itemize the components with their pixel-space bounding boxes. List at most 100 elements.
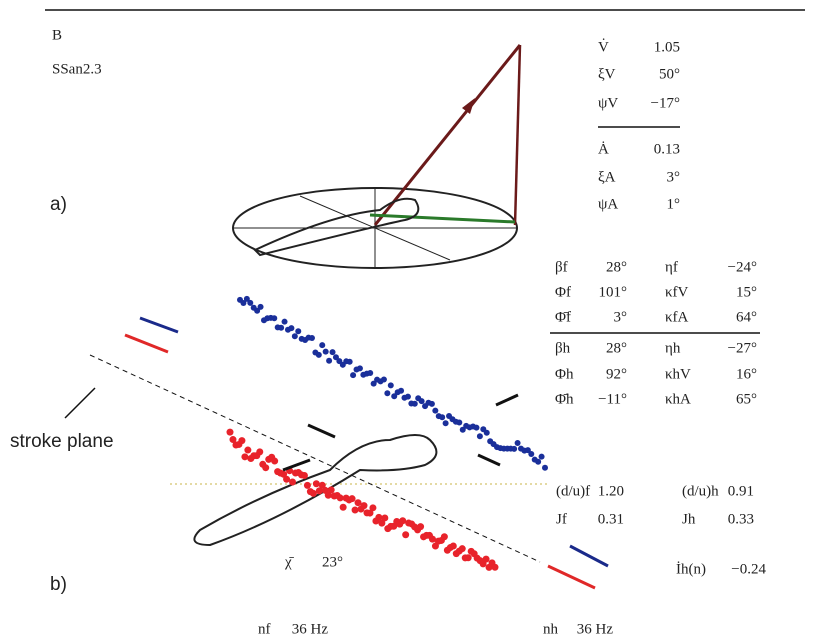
dot bbox=[295, 328, 301, 334]
dot bbox=[244, 447, 251, 454]
dot bbox=[429, 536, 436, 543]
param-value: 16° bbox=[736, 366, 757, 382]
param-value: 0.31 bbox=[598, 511, 624, 527]
dot bbox=[288, 325, 294, 331]
panel-label: b) bbox=[50, 574, 67, 595]
dot bbox=[402, 531, 409, 538]
param-symbol: ψV bbox=[598, 95, 618, 111]
param-value: 1.20 bbox=[598, 483, 624, 499]
param-value: 28° bbox=[606, 340, 627, 356]
param-value: 36 Hz bbox=[292, 621, 329, 637]
param-symbol: βf bbox=[555, 259, 568, 275]
param-symbol: nh bbox=[543, 621, 559, 637]
param-value: 92° bbox=[606, 366, 627, 382]
dot bbox=[477, 433, 483, 439]
param-value: −0.24 bbox=[731, 561, 766, 577]
dot bbox=[282, 319, 288, 325]
dot bbox=[347, 359, 353, 365]
dot bbox=[301, 472, 308, 479]
dot bbox=[465, 554, 472, 561]
param-symbol: Ȧ bbox=[598, 141, 609, 157]
param-symbol: κfA bbox=[665, 309, 689, 325]
dot bbox=[313, 480, 320, 487]
param-value: 65° bbox=[736, 391, 757, 407]
param-symbol: ηh bbox=[665, 340, 681, 356]
param-symbol: κhV bbox=[665, 366, 691, 382]
dot bbox=[473, 425, 479, 431]
dot bbox=[357, 365, 363, 371]
dot bbox=[399, 517, 406, 524]
dot bbox=[528, 451, 534, 457]
dot bbox=[238, 437, 245, 444]
dot bbox=[367, 370, 373, 376]
specimen-id: SSan2.3 bbox=[52, 61, 102, 77]
dot bbox=[247, 300, 253, 306]
param-value: 101° bbox=[599, 284, 628, 300]
param-value: −17° bbox=[651, 95, 680, 111]
dot bbox=[271, 315, 277, 321]
param-symbol: Jf bbox=[556, 511, 567, 527]
param-symbol: ηf bbox=[665, 259, 678, 275]
dot bbox=[350, 372, 356, 378]
dot bbox=[349, 495, 356, 502]
dot bbox=[443, 420, 449, 426]
dot bbox=[316, 352, 322, 358]
param-value: −27° bbox=[728, 340, 757, 356]
param-value: 36 Hz bbox=[577, 621, 614, 637]
param-value: 28° bbox=[606, 259, 627, 275]
dot bbox=[439, 414, 445, 420]
param-value: −11° bbox=[598, 391, 627, 407]
vector-diagram bbox=[233, 45, 520, 268]
param-symbol: ξA bbox=[598, 169, 616, 185]
param-value: 64° bbox=[736, 309, 757, 325]
param-symbol: (d/u)f bbox=[556, 483, 590, 499]
dot bbox=[459, 545, 466, 552]
param-value: 3° bbox=[614, 309, 628, 325]
param-value: 23° bbox=[322, 554, 343, 570]
dot bbox=[355, 499, 362, 506]
dot bbox=[539, 454, 545, 460]
param-value: 1° bbox=[667, 196, 681, 212]
param-symbol: Φ̄h bbox=[555, 391, 574, 407]
dot bbox=[241, 453, 248, 460]
dot bbox=[262, 464, 269, 471]
dot bbox=[256, 448, 263, 455]
param-symbol: κfV bbox=[665, 284, 689, 300]
dot bbox=[258, 304, 264, 310]
direction-arrows bbox=[125, 318, 608, 588]
param-symbol: χ̄ bbox=[284, 554, 295, 570]
param-symbol: Φf bbox=[555, 284, 571, 300]
param-symbol: βh bbox=[555, 340, 571, 356]
dot bbox=[483, 556, 490, 563]
dot bbox=[326, 358, 332, 364]
param-value: −24° bbox=[728, 259, 757, 275]
dot bbox=[319, 342, 325, 348]
dot bbox=[492, 564, 499, 571]
dot bbox=[542, 465, 548, 471]
dot bbox=[484, 430, 490, 436]
dot bbox=[381, 377, 387, 383]
dot bbox=[398, 388, 404, 394]
param-symbol: İh(n) bbox=[676, 561, 706, 577]
dot bbox=[511, 446, 517, 452]
dot bbox=[515, 440, 521, 446]
param-value: 15° bbox=[736, 284, 757, 300]
dot bbox=[330, 349, 336, 355]
dot bbox=[429, 401, 435, 407]
pointer bbox=[65, 388, 95, 418]
param-value: 0.13 bbox=[654, 141, 680, 157]
dot bbox=[384, 390, 390, 396]
dot bbox=[323, 349, 329, 355]
param-symbol: κhA bbox=[665, 391, 691, 407]
dot bbox=[405, 394, 411, 400]
param-symbol: Jh bbox=[682, 511, 696, 527]
dot bbox=[412, 401, 418, 407]
param-value: 3° bbox=[667, 169, 681, 185]
dot bbox=[278, 325, 284, 331]
dot bbox=[388, 382, 394, 388]
dot bbox=[328, 486, 335, 493]
panel-letter: B bbox=[52, 27, 62, 43]
param-symbol: Φh bbox=[555, 366, 574, 382]
param-symbol: (d/u)h bbox=[682, 483, 719, 499]
dot bbox=[450, 543, 457, 550]
